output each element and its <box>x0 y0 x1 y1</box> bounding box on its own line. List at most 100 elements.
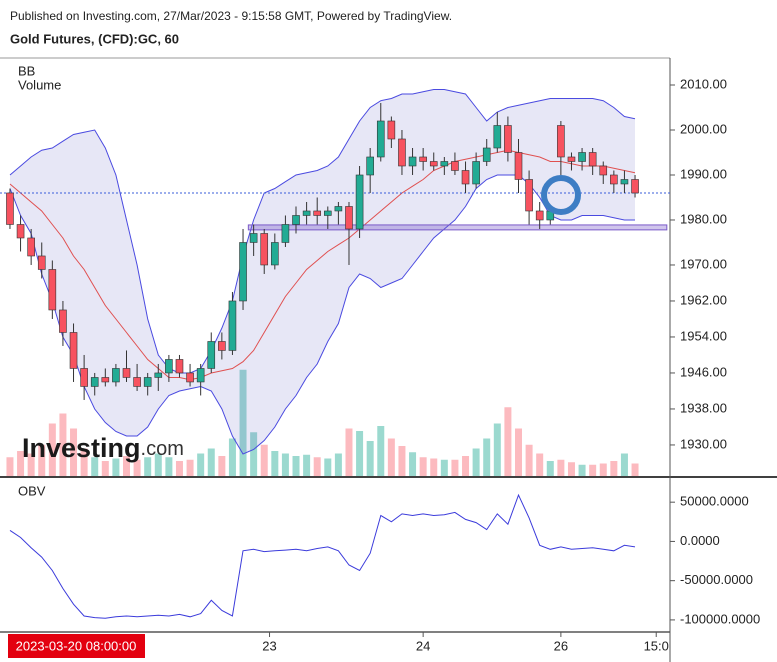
volume-bar <box>144 457 152 476</box>
volume-bar <box>462 456 470 476</box>
candle-body <box>334 206 343 212</box>
candle-body <box>567 156 576 162</box>
volume-bar <box>281 453 289 476</box>
volume-bar <box>631 463 639 476</box>
candle-body <box>514 152 523 180</box>
volume-bar <box>313 457 321 476</box>
volume-bar <box>70 428 78 476</box>
candle-body <box>557 125 565 158</box>
volume-bar <box>356 431 364 476</box>
candle-body <box>429 161 438 167</box>
volume-bar <box>228 438 236 476</box>
volume-bar <box>17 451 25 476</box>
candle-body <box>175 359 184 374</box>
volume-bar <box>398 446 406 476</box>
candle-body <box>239 242 247 302</box>
candle-body <box>313 210 322 216</box>
y-tick-label: -100000.0000 <box>680 611 760 626</box>
bb-upper <box>9 89 636 374</box>
candle-body <box>143 377 152 387</box>
volume-bar <box>27 453 35 476</box>
volume-bar <box>112 458 120 476</box>
candle-body <box>620 179 629 185</box>
y-tick-label: 2000.00 <box>680 121 727 136</box>
candle-body <box>578 152 586 162</box>
candle-body <box>27 237 35 257</box>
y-tick-label: 0.0000 <box>680 533 720 548</box>
volume-bar <box>610 461 618 476</box>
candle-body <box>408 156 417 167</box>
volume-bar <box>430 458 438 476</box>
volume-bar <box>589 464 597 476</box>
volume-bar <box>620 453 628 476</box>
volume-bar <box>186 459 194 476</box>
candle-body <box>59 309 67 333</box>
y-tick-label: 1946.00 <box>680 364 727 379</box>
crosshair-label: 2023-03-20 08:00:00 <box>16 638 137 653</box>
candle-body <box>80 368 88 387</box>
candle-body <box>535 210 544 221</box>
candle-body <box>387 120 396 140</box>
candle-body <box>631 179 639 194</box>
candle-body <box>37 255 46 270</box>
bb-middle <box>9 149 636 381</box>
volume-bar <box>387 438 395 476</box>
candle-body <box>101 377 110 383</box>
volume-bar <box>514 428 522 476</box>
volume-bar <box>377 426 385 476</box>
volume-bar <box>483 438 491 476</box>
symbol-title: Gold Futures, (CFD):GC, 60 <box>10 31 179 46</box>
volume-bar <box>292 456 300 476</box>
volume-bar <box>546 461 554 476</box>
y-tick-label: -50000.0000 <box>680 572 753 587</box>
volume-bar <box>504 407 512 476</box>
candle-body <box>154 372 163 378</box>
candle-body <box>482 147 491 162</box>
candle-body <box>419 156 427 162</box>
volume-bar <box>133 459 141 476</box>
annotation-circle <box>541 175 581 215</box>
volume-bar <box>419 457 427 476</box>
candle-body <box>69 332 78 369</box>
candle-body <box>472 161 480 185</box>
volume-bar <box>334 453 342 476</box>
watermark: Investing.com <box>22 433 184 463</box>
volume-bar <box>207 448 215 476</box>
volume-bar <box>239 369 247 476</box>
volume-bar <box>175 461 183 476</box>
band-fill <box>10 89 635 454</box>
volume-bar <box>197 453 205 476</box>
candle-body <box>165 359 173 374</box>
candle-body <box>133 377 141 387</box>
y-tick-label: 1938.00 <box>680 400 727 415</box>
volume-bar <box>218 456 226 476</box>
candle-body <box>90 377 99 387</box>
y-tick-label: 2010.00 <box>680 76 727 91</box>
crosshair-label-bg <box>8 634 145 658</box>
candle-body <box>228 300 237 351</box>
volume-bar <box>122 456 130 476</box>
volume-bar <box>80 448 88 476</box>
candle-body <box>440 161 449 167</box>
y-tick-label: 1954.00 <box>680 328 727 343</box>
price-zone <box>247 224 668 231</box>
candle-body <box>345 206 353 230</box>
candle-body <box>112 368 120 383</box>
volume-bar <box>578 464 586 476</box>
candle-body <box>588 152 597 167</box>
candle-body <box>196 368 205 383</box>
indicator-label: Volume <box>18 77 61 92</box>
candle-body <box>6 192 14 225</box>
candle-body <box>398 138 406 167</box>
volume-bar <box>451 459 459 476</box>
volume-bar <box>366 441 374 476</box>
volume-bar <box>324 458 332 476</box>
candle-body <box>366 156 374 176</box>
volume-bar <box>472 448 480 476</box>
candle-body <box>207 341 216 369</box>
volume-bar <box>557 459 565 476</box>
x-tick-label: 26 <box>554 638 568 653</box>
volume-bar <box>101 461 109 476</box>
y-tick-label: 1990.00 <box>680 166 727 181</box>
candle-body <box>16 224 25 239</box>
